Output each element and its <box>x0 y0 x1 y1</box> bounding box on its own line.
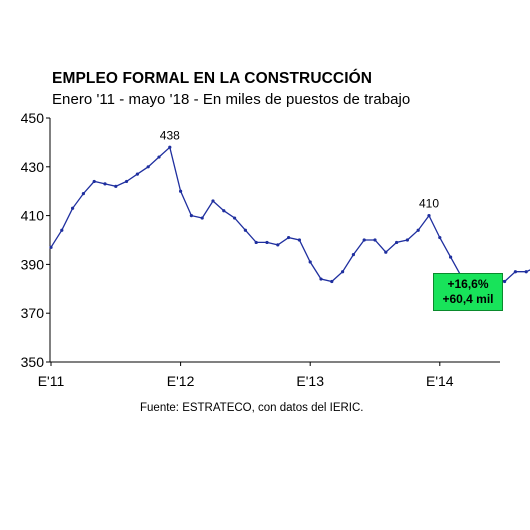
data-point <box>92 179 96 184</box>
data-point <box>341 270 345 274</box>
data-point <box>276 243 280 247</box>
data-point <box>71 206 75 210</box>
data-point <box>395 240 399 245</box>
y-tick-label: 350 <box>21 354 45 370</box>
data-point <box>254 240 258 245</box>
data-point <box>135 172 139 176</box>
data-point <box>373 238 377 242</box>
data-point <box>179 189 183 193</box>
data-point <box>351 253 355 257</box>
x-tick-label: E'14 <box>426 373 454 389</box>
data-point <box>233 216 237 220</box>
growth-absolute: +60,4 mil <box>442 292 494 306</box>
data-point <box>319 277 323 281</box>
y-axis-ticks: 350 370 390 410 430 450 <box>21 110 50 370</box>
annotation-label: 438 <box>160 128 180 142</box>
chart-title: EMPLEO FORMAL EN LA CONSTRUCCIÓN <box>52 70 373 87</box>
annotations: 438410428,1371365433426 <box>160 128 440 211</box>
data-point <box>114 184 118 188</box>
data-point <box>125 179 129 184</box>
data-point <box>200 216 204 220</box>
y-tick-label: 430 <box>21 159 45 175</box>
data-point <box>146 165 150 169</box>
growth-percent: +16,6% <box>447 277 489 291</box>
data-point <box>330 279 334 284</box>
data-point <box>513 270 518 274</box>
data-point <box>524 270 528 274</box>
data-point <box>157 155 161 159</box>
data-point <box>49 245 53 249</box>
growth-box: +16,6% +60,4 mil <box>433 273 503 311</box>
data-point <box>81 192 85 196</box>
x-tick-label: E'13 <box>296 373 324 389</box>
x-axis-ticks: E'11E'12E'13E'14E'15E'16E'17E'18 <box>38 362 454 389</box>
annotation-label: 410 <box>419 197 439 211</box>
data-point <box>416 228 420 232</box>
data-point <box>265 240 269 245</box>
data-point <box>503 279 507 284</box>
data-point <box>60 228 64 232</box>
x-tick-label: E'12 <box>167 373 195 389</box>
data-point <box>427 214 431 218</box>
y-tick-label: 390 <box>21 256 45 272</box>
data-point <box>211 199 215 203</box>
data-point <box>243 228 247 232</box>
data-point <box>308 260 312 264</box>
data-point <box>287 235 291 240</box>
axes <box>49 118 500 363</box>
data-point <box>103 182 107 186</box>
data-point <box>222 209 226 213</box>
data-point <box>362 238 366 242</box>
chart-subtitle: Enero '11 - mayo '18 - En miles de puest… <box>52 91 411 108</box>
y-tick-label: 370 <box>21 305 45 321</box>
series-line <box>50 146 530 288</box>
y-tick-label: 410 <box>21 208 45 224</box>
data-point <box>438 235 442 240</box>
data-point <box>384 250 388 254</box>
data-point <box>405 238 409 242</box>
x-tick-label: E'11 <box>38 373 65 389</box>
source-note: Fuente: ESTRATECO, con datos del IERIC. <box>140 402 364 414</box>
y-tick-label: 450 <box>21 110 45 126</box>
data-point <box>297 238 301 242</box>
data-point <box>449 255 453 259</box>
data-point <box>189 214 193 218</box>
data-point <box>168 145 172 149</box>
